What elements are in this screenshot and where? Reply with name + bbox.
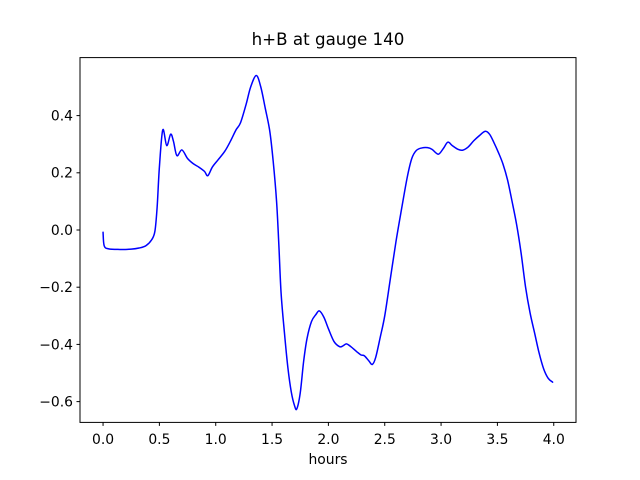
- x-tick-label: 0.5: [148, 432, 170, 448]
- y-tick-label: 0.0: [51, 223, 73, 239]
- x-tick-label: 3.5: [486, 432, 508, 448]
- plot-area: [79, 57, 577, 423]
- y-tick-label: −0.2: [39, 280, 73, 296]
- x-tick-label: 4.0: [543, 432, 565, 448]
- data-line-h-plus-b: [102, 74, 554, 411]
- x-tick-label: 2.5: [374, 432, 396, 448]
- x-axis-label: hours: [308, 452, 347, 468]
- x-tick-label: 0.0: [92, 432, 114, 448]
- x-tick-label: 1.0: [205, 432, 227, 448]
- chart-title: h+B at gauge 140: [252, 29, 405, 49]
- x-tick-label: 3.0: [430, 432, 452, 448]
- x-tick-label: 1.5: [261, 432, 283, 448]
- y-tick-label: −0.4: [39, 337, 73, 353]
- x-tick-label: 2.0: [317, 432, 339, 448]
- y-tick-label: 0.2: [51, 166, 73, 182]
- y-tick-label: −0.6: [39, 395, 73, 411]
- y-tick-label: 0.4: [51, 109, 73, 125]
